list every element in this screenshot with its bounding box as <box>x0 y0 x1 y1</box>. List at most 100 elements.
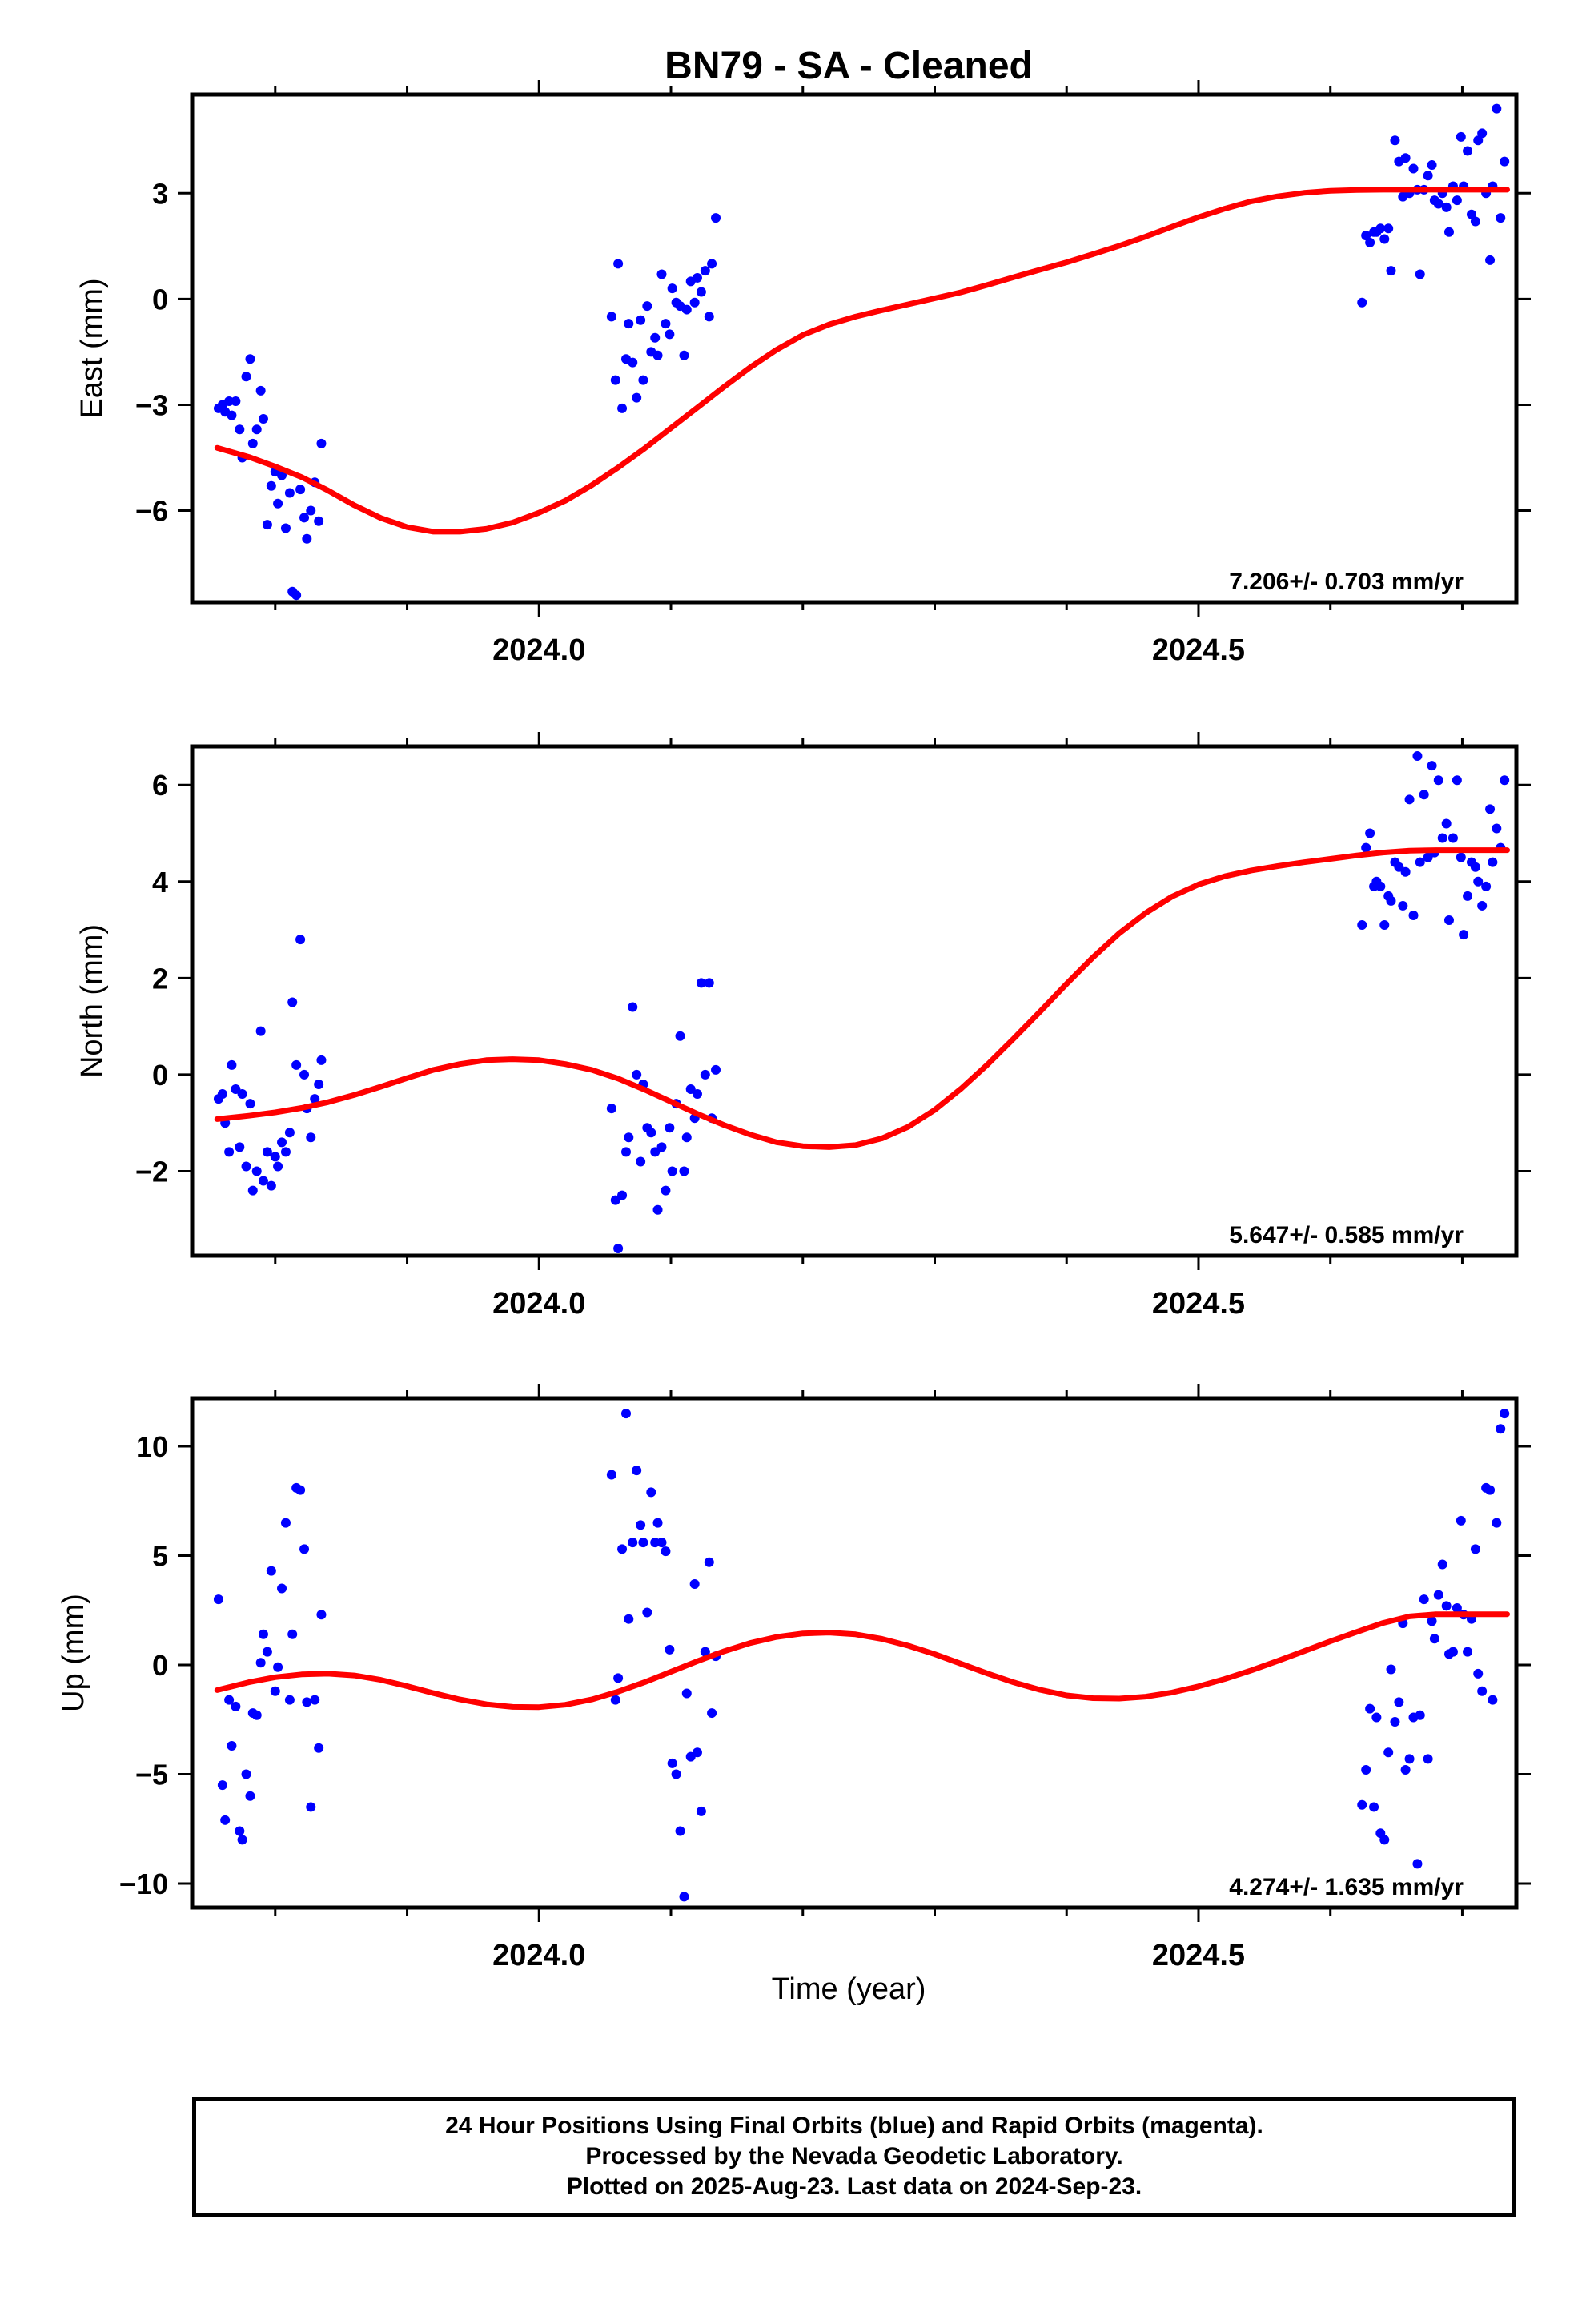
north-data-point <box>620 1147 631 1157</box>
up-data-point <box>258 1629 268 1639</box>
up-ytick-label: −5 <box>135 1758 168 1791</box>
east-data-point <box>241 372 251 382</box>
north-data-point <box>1470 862 1480 872</box>
up-data-point <box>1463 1647 1473 1657</box>
north-data-point <box>1357 920 1367 931</box>
east-rate-label: 7.206+/- 0.703 mm/yr <box>1229 569 1464 595</box>
north-data-point <box>1452 775 1462 786</box>
up-data-point <box>1456 1515 1466 1526</box>
north-panel: 2024.0 2024.5 6 4 2 0 −2 North (mm) 5.647+/- 0.5… <box>75 732 1531 1321</box>
east-data-point <box>665 329 675 340</box>
panels: 2024.0 2024.5 3 0 −3 −6 East (mm) 7.206+/- 0.70… <box>57 80 1531 1972</box>
up-data-point <box>1361 1765 1371 1775</box>
north-data-point <box>299 1069 310 1080</box>
east-data-point <box>1433 199 1443 209</box>
east-data-point <box>245 354 255 364</box>
up-data-point <box>1412 1859 1423 1869</box>
up-data-point <box>638 1538 648 1548</box>
up-data-point <box>310 1695 320 1705</box>
up-data-point <box>671 1769 681 1779</box>
up-data-point <box>1447 1647 1458 1657</box>
north-data-point <box>1394 862 1404 872</box>
up-data-point <box>1496 1424 1506 1434</box>
up-data-point <box>628 1538 638 1548</box>
up-data-point <box>650 1538 661 1548</box>
up-data-point <box>224 1695 235 1705</box>
north-data-point <box>1365 828 1375 838</box>
east-data-point <box>235 424 245 435</box>
north-data-point <box>665 1123 675 1133</box>
east-data-point <box>1390 135 1400 146</box>
up-data-point <box>1477 1686 1488 1696</box>
north-data-point <box>675 1031 685 1041</box>
north-data-point <box>237 1089 247 1100</box>
east-data-point <box>700 266 710 276</box>
north-data-point <box>217 1089 227 1100</box>
north-ytick-label: 4 <box>152 866 168 899</box>
north-data-point <box>650 1147 661 1157</box>
north-y-axis-label: North (mm) <box>75 924 109 1078</box>
up-data-point <box>661 1546 671 1557</box>
north-ytick-label: 6 <box>152 769 168 802</box>
north-xtick-label: 2024.5 <box>1152 1287 1245 1321</box>
north-data-point <box>1443 915 1454 926</box>
figure-title: BN79 - SA - Cleaned <box>665 45 1033 87</box>
x-axis-label: Time (year) <box>772 1972 926 2006</box>
up-data-point <box>220 1815 231 1825</box>
east-data-point <box>650 332 661 343</box>
up-data-point <box>689 1579 700 1590</box>
north-data-point <box>235 1142 245 1152</box>
east-data-point <box>1423 171 1433 181</box>
east-data-point <box>1427 160 1437 171</box>
east-data-point <box>1463 146 1473 156</box>
up-data-point <box>1423 1754 1433 1764</box>
north-data-point <box>1412 751 1423 762</box>
up-data-point <box>270 1686 280 1696</box>
north-data-point <box>1477 900 1488 911</box>
east-ytick-label: −3 <box>135 388 168 421</box>
east-data-point <box>1408 163 1419 174</box>
east-data-point <box>1456 131 1466 142</box>
east-data-point <box>1477 128 1488 139</box>
up-data-point <box>302 1697 312 1707</box>
north-data-point <box>316 1055 327 1065</box>
up-data-point <box>1500 1409 1510 1419</box>
north-data-point <box>1423 852 1433 862</box>
north-data-point <box>1500 775 1510 786</box>
east-data-point <box>231 396 241 407</box>
east-data-point <box>1443 227 1454 237</box>
up-data-point <box>696 1806 706 1816</box>
east-data-point <box>266 480 276 491</box>
north-data-point <box>266 1180 276 1191</box>
north-data-point <box>227 1059 237 1070</box>
north-data-point <box>624 1132 634 1143</box>
east-data-point <box>617 403 628 413</box>
up-data-point <box>1485 1485 1496 1495</box>
up-xtick-label: 2024.0 <box>492 1939 585 1972</box>
north-data-point <box>1415 857 1425 867</box>
up-ytick-label: 0 <box>152 1649 168 1682</box>
east-ytick-label: −6 <box>135 495 168 528</box>
east-data-point <box>1492 103 1502 114</box>
north-data-point <box>1441 818 1452 829</box>
north-data-point <box>291 1059 302 1070</box>
east-data-point <box>679 350 689 360</box>
north-data-point <box>306 1132 316 1143</box>
up-data-point <box>1386 1664 1396 1675</box>
east-data-point <box>247 438 258 448</box>
up-frame <box>190 1396 1519 1910</box>
east-data-point <box>610 375 620 385</box>
north-data-point <box>1473 876 1484 887</box>
up-data-point <box>679 1892 689 1902</box>
up-panel: 2024.0 2024.5 10 5 0 −5 −10 Up (mm) 4.274+/- 1.6… <box>57 1384 1531 1972</box>
north-data-point <box>1492 823 1502 834</box>
north-data-point <box>255 1026 266 1036</box>
north-data-point <box>1437 833 1447 843</box>
east-data-point <box>1383 223 1394 234</box>
up-data-point <box>1427 1616 1437 1626</box>
up-data-point <box>237 1835 247 1845</box>
east-data-point <box>314 516 324 526</box>
up-data-point <box>606 1470 616 1480</box>
up-data-point <box>1437 1559 1447 1570</box>
up-data-point <box>241 1769 251 1779</box>
